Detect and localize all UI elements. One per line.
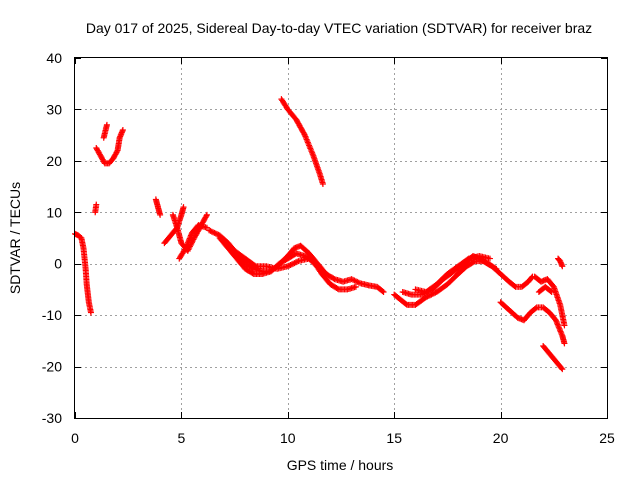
data-point [291,260,298,267]
data-point [203,213,210,220]
data-point [548,289,555,295]
data-point [210,229,217,236]
series-arc-b [92,201,100,216]
y-tick-label-7: 40 [46,50,62,66]
data-point [334,285,341,292]
x-tick-label-0: 0 [71,430,79,446]
data-point [214,231,221,238]
series-arc-s [540,343,566,373]
series-arc-c [93,127,126,167]
y-tick-label-0: -30 [42,410,62,426]
data-point [352,283,359,290]
data-points [72,96,568,373]
data-point [559,366,566,373]
data-point [284,263,291,270]
data-point [511,283,518,289]
data-point [561,340,568,347]
data-point [208,228,215,235]
series-arc-q [531,273,568,329]
data-point [211,229,218,236]
series-arc-h [176,222,210,262]
data-point [212,230,219,237]
series-arc-k [231,247,323,272]
data-point [316,265,323,272]
data-point [379,288,386,295]
x-tick-label-1: 5 [178,430,186,446]
y-tick-label-1: -20 [42,359,62,375]
data-point [486,255,493,262]
data-point [492,265,499,272]
series-arc-a [72,230,94,316]
series-arc-r [535,283,555,295]
data-point [288,261,295,268]
y-tick-label-3: 0 [54,256,62,272]
data-point [203,211,210,218]
data-point [292,259,299,266]
data-point [119,127,126,133]
y-tick-label-2: -10 [42,307,62,323]
y-tick-label-4: 10 [46,204,62,220]
series-arc-p [497,299,568,347]
data-point [547,288,554,295]
series-arc-d [100,121,110,141]
series-arc-l [278,96,326,187]
series-arc-e [152,196,164,218]
data-point [558,365,565,372]
data-point [315,264,322,271]
data-point [532,305,539,312]
data-point [319,181,326,187]
data-point [287,262,294,268]
data-point [470,258,477,265]
chart-title: Day 017 of 2025, Sidereal Day-to-day VTE… [86,20,592,36]
data-point [87,309,94,316]
grid [75,58,607,418]
y-axis-label: SDTVAR / TECUs [7,182,23,294]
data-point [380,289,387,295]
x-tick-label-3: 15 [386,430,402,446]
data-point [290,260,297,267]
data-point [103,121,110,128]
x-tick-label-5: 25 [599,430,615,446]
data-point [294,258,301,265]
y-tick-label-5: 20 [46,153,62,169]
data-point [157,211,164,218]
series-arc-o [412,253,493,295]
data-point [249,270,256,277]
data-point [251,262,258,269]
data-point [464,256,471,263]
data-point [559,263,566,270]
x-axis-label: GPS time / hours [287,457,394,473]
y-tick-label-6: 30 [46,101,62,117]
data-point [93,201,100,208]
data-point [180,204,187,211]
data-point [207,227,214,234]
data-point [286,262,293,269]
data-point [330,275,337,282]
data-point [113,148,120,155]
data-point [561,322,568,329]
data-point [181,246,188,253]
plot-frame [74,57,608,419]
data-point [493,265,500,272]
x-tick-label-4: 20 [493,430,509,446]
data-point [206,227,213,234]
x-tick-label-2: 10 [280,430,296,446]
data-point [301,130,308,137]
series-arc-t [555,255,566,270]
axis-ticks: 0 5 10 15 20 25 -30 -20 -10 0 10 20 30 40 [42,50,615,446]
